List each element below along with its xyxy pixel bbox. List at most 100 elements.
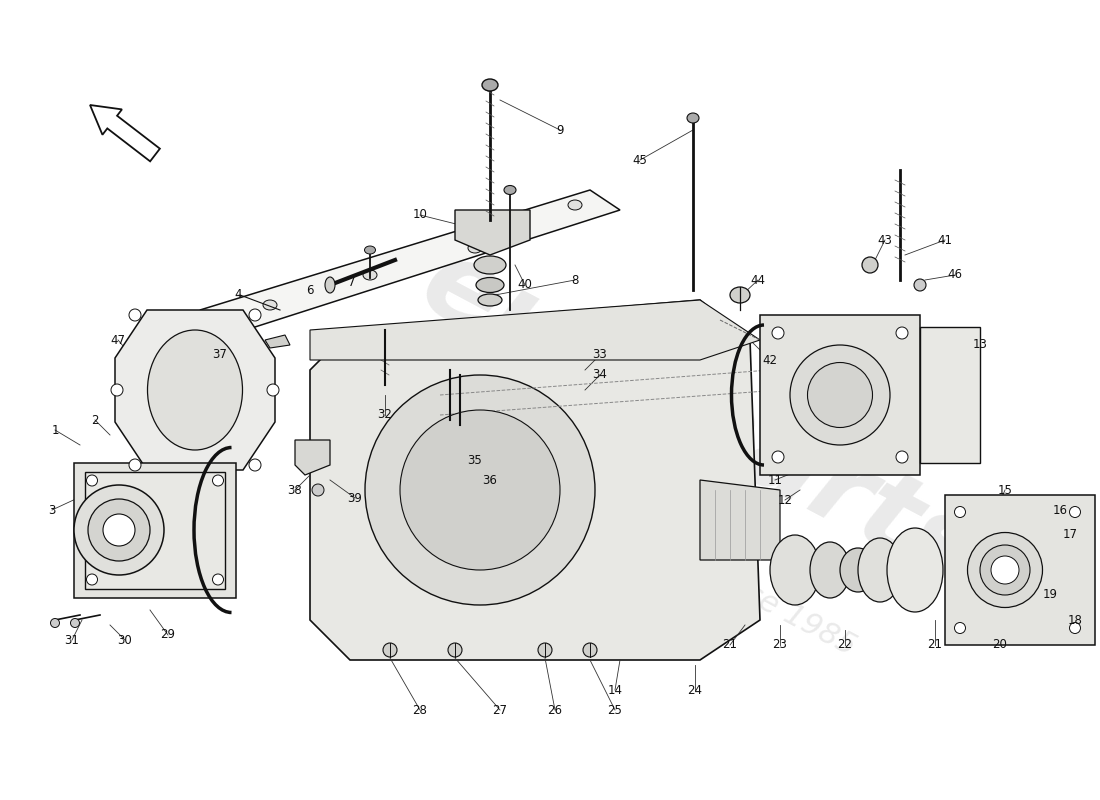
Text: 38: 38 — [287, 483, 303, 497]
Ellipse shape — [807, 362, 872, 427]
Polygon shape — [200, 190, 620, 335]
Text: 17: 17 — [1063, 529, 1078, 542]
Ellipse shape — [129, 309, 141, 321]
Text: 33: 33 — [593, 349, 607, 362]
Text: 30: 30 — [118, 634, 132, 646]
Ellipse shape — [980, 545, 1030, 595]
Text: 27: 27 — [493, 703, 507, 717]
Ellipse shape — [840, 548, 876, 592]
Ellipse shape — [363, 270, 377, 280]
Ellipse shape — [896, 451, 907, 463]
Text: europarts: europarts — [404, 229, 997, 611]
Ellipse shape — [896, 327, 907, 339]
Polygon shape — [310, 300, 760, 360]
Ellipse shape — [364, 246, 375, 254]
Text: 21: 21 — [723, 638, 737, 651]
Text: 25: 25 — [607, 703, 623, 717]
Polygon shape — [920, 327, 980, 463]
Text: 7: 7 — [349, 277, 355, 290]
Ellipse shape — [212, 574, 223, 585]
Ellipse shape — [858, 538, 902, 602]
Text: 37: 37 — [212, 349, 228, 362]
Ellipse shape — [87, 574, 98, 585]
Ellipse shape — [312, 484, 324, 496]
Text: 15: 15 — [998, 483, 1012, 497]
Ellipse shape — [790, 345, 890, 445]
Ellipse shape — [568, 200, 582, 210]
Text: 35: 35 — [468, 454, 483, 466]
Ellipse shape — [51, 618, 59, 627]
Text: 12: 12 — [778, 494, 792, 506]
Text: 26: 26 — [548, 703, 562, 717]
Ellipse shape — [324, 277, 336, 293]
FancyArrow shape — [90, 105, 160, 162]
Ellipse shape — [249, 309, 261, 321]
Ellipse shape — [70, 618, 79, 627]
Ellipse shape — [88, 499, 150, 561]
Text: 20: 20 — [992, 638, 1008, 651]
Ellipse shape — [504, 186, 516, 194]
Polygon shape — [945, 495, 1094, 645]
Ellipse shape — [955, 622, 966, 634]
Ellipse shape — [862, 257, 878, 273]
Ellipse shape — [111, 384, 123, 396]
Text: 1: 1 — [52, 423, 58, 437]
Ellipse shape — [583, 643, 597, 657]
Polygon shape — [310, 300, 760, 660]
Text: 22: 22 — [837, 638, 852, 651]
Text: a passion for parts since 1985: a passion for parts since 1985 — [440, 419, 860, 661]
Text: 13: 13 — [972, 338, 988, 351]
Text: 19: 19 — [1043, 589, 1057, 602]
Text: 39: 39 — [348, 491, 362, 505]
Ellipse shape — [212, 475, 223, 486]
Text: 24: 24 — [688, 683, 703, 697]
Text: 9: 9 — [557, 123, 563, 137]
Text: 45: 45 — [632, 154, 648, 166]
Text: 40: 40 — [518, 278, 532, 291]
Text: 31: 31 — [65, 634, 79, 646]
Ellipse shape — [810, 542, 850, 598]
Ellipse shape — [383, 643, 397, 657]
Polygon shape — [700, 480, 780, 560]
Ellipse shape — [474, 256, 506, 274]
Text: 47: 47 — [110, 334, 125, 346]
Text: 36: 36 — [483, 474, 497, 486]
Text: 14: 14 — [607, 683, 623, 697]
Text: 28: 28 — [412, 703, 428, 717]
Polygon shape — [265, 335, 290, 348]
Polygon shape — [116, 310, 275, 470]
Ellipse shape — [770, 535, 820, 605]
Ellipse shape — [968, 533, 1043, 607]
Text: 43: 43 — [878, 234, 892, 246]
Ellipse shape — [147, 330, 242, 450]
Ellipse shape — [267, 384, 279, 396]
Ellipse shape — [263, 300, 277, 310]
Ellipse shape — [129, 459, 141, 471]
Text: 11: 11 — [768, 474, 782, 486]
Text: 42: 42 — [762, 354, 778, 366]
Ellipse shape — [1069, 622, 1080, 634]
Ellipse shape — [955, 506, 966, 518]
Ellipse shape — [1069, 506, 1080, 518]
Text: 23: 23 — [772, 638, 788, 651]
Text: 18: 18 — [1068, 614, 1082, 626]
Ellipse shape — [478, 294, 502, 306]
Polygon shape — [760, 315, 920, 475]
Ellipse shape — [249, 459, 261, 471]
Text: 10: 10 — [412, 209, 428, 222]
Ellipse shape — [476, 278, 504, 293]
Ellipse shape — [772, 327, 784, 339]
Ellipse shape — [448, 643, 462, 657]
Polygon shape — [295, 440, 330, 475]
Text: 21: 21 — [927, 638, 943, 651]
Ellipse shape — [103, 514, 135, 546]
Ellipse shape — [400, 410, 560, 570]
Polygon shape — [85, 471, 226, 589]
Text: 34: 34 — [593, 369, 607, 382]
Text: 16: 16 — [1053, 503, 1067, 517]
Polygon shape — [455, 210, 530, 255]
Ellipse shape — [538, 643, 552, 657]
Ellipse shape — [468, 243, 482, 253]
Text: 6: 6 — [306, 283, 313, 297]
Text: 3: 3 — [48, 503, 56, 517]
